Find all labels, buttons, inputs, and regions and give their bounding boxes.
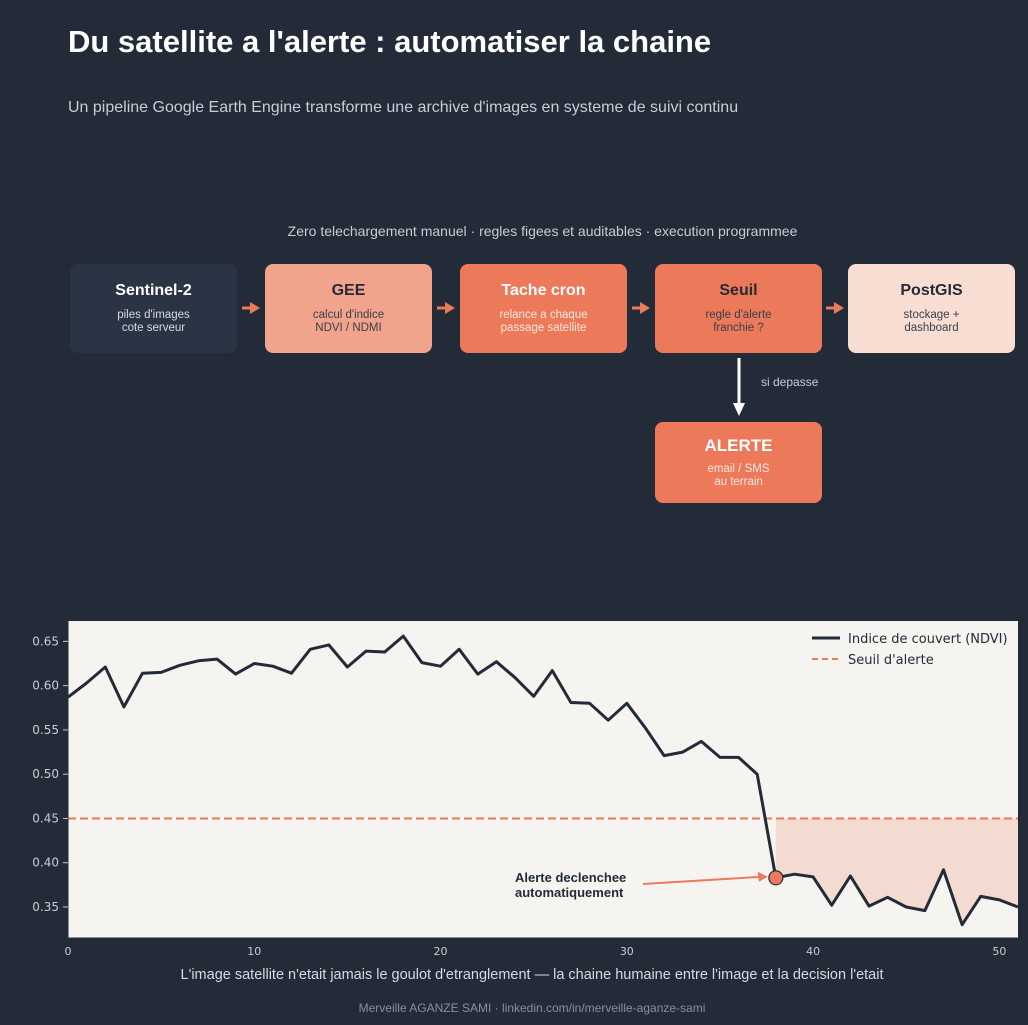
- y-tick-label: 0.45: [32, 811, 59, 825]
- alert-box: ALERTE email / SMS au terrain: [655, 422, 822, 503]
- flow-arrow-icon: [826, 302, 844, 314]
- ndvi-series-line: [67, 634, 1019, 927]
- step-title: GEE: [331, 282, 366, 299]
- page-title: Du satellite a l'alerte : automatiser la…: [68, 24, 712, 59]
- step-description: stockage + dashboard: [903, 309, 960, 334]
- flow-arrow-icon: [242, 302, 260, 314]
- step-description: regle d'alerte franchie ?: [705, 309, 772, 334]
- annotation-arrowhead: [757, 871, 768, 882]
- step-gee: GEE calcul d'indice NDVI / NDMI: [265, 264, 432, 353]
- legend-label-threshold: Seuil d'alerte: [848, 653, 934, 668]
- step-postgis: PostGIS stockage + dashboard: [848, 264, 1015, 353]
- plot-area: [68, 621, 1018, 938]
- y-tick-label: 0.50: [32, 767, 59, 781]
- step-description: relance a chaque passage satellite: [499, 309, 588, 334]
- x-tick-label: 40: [806, 945, 820, 958]
- alert-zone: [775, 818, 1018, 925]
- page-subtitle: Un pipeline Google Earth Engine transfor…: [68, 99, 739, 116]
- flow-arrow-icon: [437, 302, 455, 314]
- y-tick-label: 0.40: [32, 856, 59, 870]
- step-sentinel-2: Sentinel-2 piles d'images cote serveur: [70, 264, 237, 353]
- branch-label: si depasse: [761, 375, 819, 389]
- legend-label-ndvi: Indice de couvert (NDVI): [848, 632, 1008, 647]
- step-title: Seuil: [719, 282, 758, 299]
- annotation-text: automatiquement: [515, 885, 624, 900]
- step-title: Tache cron: [501, 282, 586, 299]
- step-description: piles d'images cote serveur: [117, 309, 190, 334]
- x-tick-label: 20: [434, 945, 448, 958]
- step-title: Sentinel-2: [115, 282, 192, 299]
- credit: Merveille AGANZE SAMI · linkedin.com/in/…: [358, 1001, 706, 1015]
- y-tick-label: 0.60: [32, 679, 59, 693]
- alert-description: email / SMS au terrain: [707, 463, 770, 488]
- alert-marker: [768, 870, 784, 886]
- x-axis-title: Semaines (1 an de suivi, hebdo): [430, 964, 656, 980]
- step-threshold: Seuil regle d'alerte franchie ?: [655, 264, 822, 353]
- pipeline-tagline: Zero telechargement manuel · regles fige…: [287, 223, 798, 239]
- step-description: calcul d'indice NDVI / NDMI: [312, 309, 385, 334]
- alert-title: ALERTE: [704, 436, 773, 455]
- x-tick-label: 0: [65, 945, 72, 958]
- y-tick-label: 0.35: [32, 900, 59, 914]
- step-title: PostGIS: [900, 282, 963, 299]
- y-tick-label: 0.65: [32, 634, 59, 648]
- x-tick-label: 10: [247, 945, 261, 958]
- caption: L'image satellite n'etait jamais le goul…: [180, 967, 884, 983]
- down-arrow-icon: [733, 358, 745, 416]
- y-tick-label: 0.55: [32, 723, 59, 737]
- flow-arrow-icon: [632, 302, 650, 314]
- x-tick-label: 50: [992, 945, 1006, 958]
- step-cron: Tache cron relance a chaque passage sate…: [460, 264, 627, 353]
- x-tick-label: 30: [620, 945, 634, 958]
- annotation-arrow: [642, 875, 762, 885]
- y-axis-title: Indice: [10, 760, 25, 799]
- annotation-text: Alerte declenchee: [515, 870, 626, 885]
